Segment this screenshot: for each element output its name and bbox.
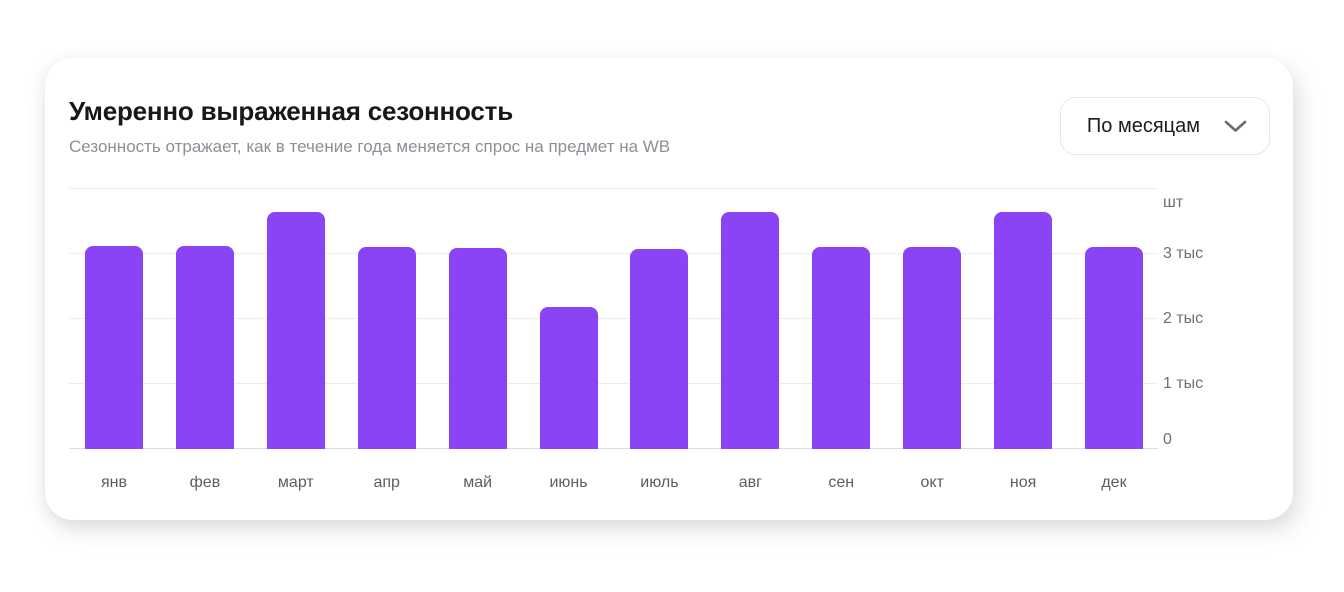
chart-bar-май[interactable] xyxy=(448,247,507,449)
x-axis-label-июль: июль xyxy=(640,474,679,491)
chart-bar-сен[interactable] xyxy=(812,246,871,449)
page-subtitle: Сезонность отражает, как в течение года … xyxy=(69,137,671,156)
x-axis-label-май: май xyxy=(463,474,493,491)
gridline-2000 xyxy=(69,318,1158,319)
y-axis: 0 1 тыс 2 тыс 3 тыс шт xyxy=(1163,189,1267,449)
seasonality-card: Умеренно выраженная сезонность Сезонност… xyxy=(45,58,1293,520)
chart-bar-июль[interactable] xyxy=(630,248,689,449)
y-axis-label-1000: 1 тыс xyxy=(1163,375,1204,392)
gridline-1000 xyxy=(69,383,1158,384)
x-axis-label-март: март xyxy=(277,474,314,491)
card-header: Умеренно выраженная сезонность Сезонност… xyxy=(69,96,1270,158)
chart-plot-area xyxy=(69,188,1158,449)
y-axis-label-3000: 3 тыс xyxy=(1163,245,1204,262)
chart-bar-март[interactable] xyxy=(266,211,325,449)
x-axis-label-дек: дек xyxy=(1101,474,1127,491)
x-axis-label-фев: фев xyxy=(189,474,221,491)
x-axis-label-апр: апр xyxy=(373,474,400,491)
x-axis-label-ноя: ноя xyxy=(1009,474,1037,491)
period-dropdown-value: По месяцам xyxy=(1086,114,1200,137)
chart-bar-фев[interactable] xyxy=(175,246,234,449)
x-axis-label-сен: сен xyxy=(828,474,855,491)
chart-bar-июнь[interactable] xyxy=(539,307,598,449)
period-dropdown[interactable]: По месяцам xyxy=(1059,97,1270,155)
chevron-down-icon xyxy=(1224,120,1247,133)
gridline-0 xyxy=(69,448,1158,449)
gridline-3000 xyxy=(69,253,1158,254)
chart-bar-окт[interactable] xyxy=(903,246,962,449)
chart-bar-авг[interactable] xyxy=(721,211,780,449)
gridline-4000 xyxy=(69,188,1158,189)
y-axis-label-2000: 2 тыс xyxy=(1163,310,1204,327)
bars-container xyxy=(69,189,1158,449)
x-axis-label-окт: окт xyxy=(920,474,944,491)
x-axis-label-янв: янв xyxy=(101,474,127,491)
chart-bar-ноя[interactable] xyxy=(994,211,1053,449)
page-title: Умеренно выраженная сезонность xyxy=(69,96,513,126)
chart-bar-янв[interactable] xyxy=(85,246,143,449)
seasonality-bar-chart: янв фев март апр май июнь июль авг сен окт ноя дек … xyxy=(69,188,1269,493)
x-axis: янв фев март апр май июнь июль авг сен окт ноя дек xyxy=(69,473,1158,493)
y-axis-unit-label: шт xyxy=(1163,194,1184,211)
y-axis-label-0: 0 xyxy=(1163,431,1172,448)
x-axis-label-авг: авг xyxy=(738,474,762,491)
chart-bar-дек[interactable] xyxy=(1084,246,1143,449)
chart-bar-апр[interactable] xyxy=(357,246,416,449)
x-axis-label-июнь: июнь xyxy=(549,474,588,491)
